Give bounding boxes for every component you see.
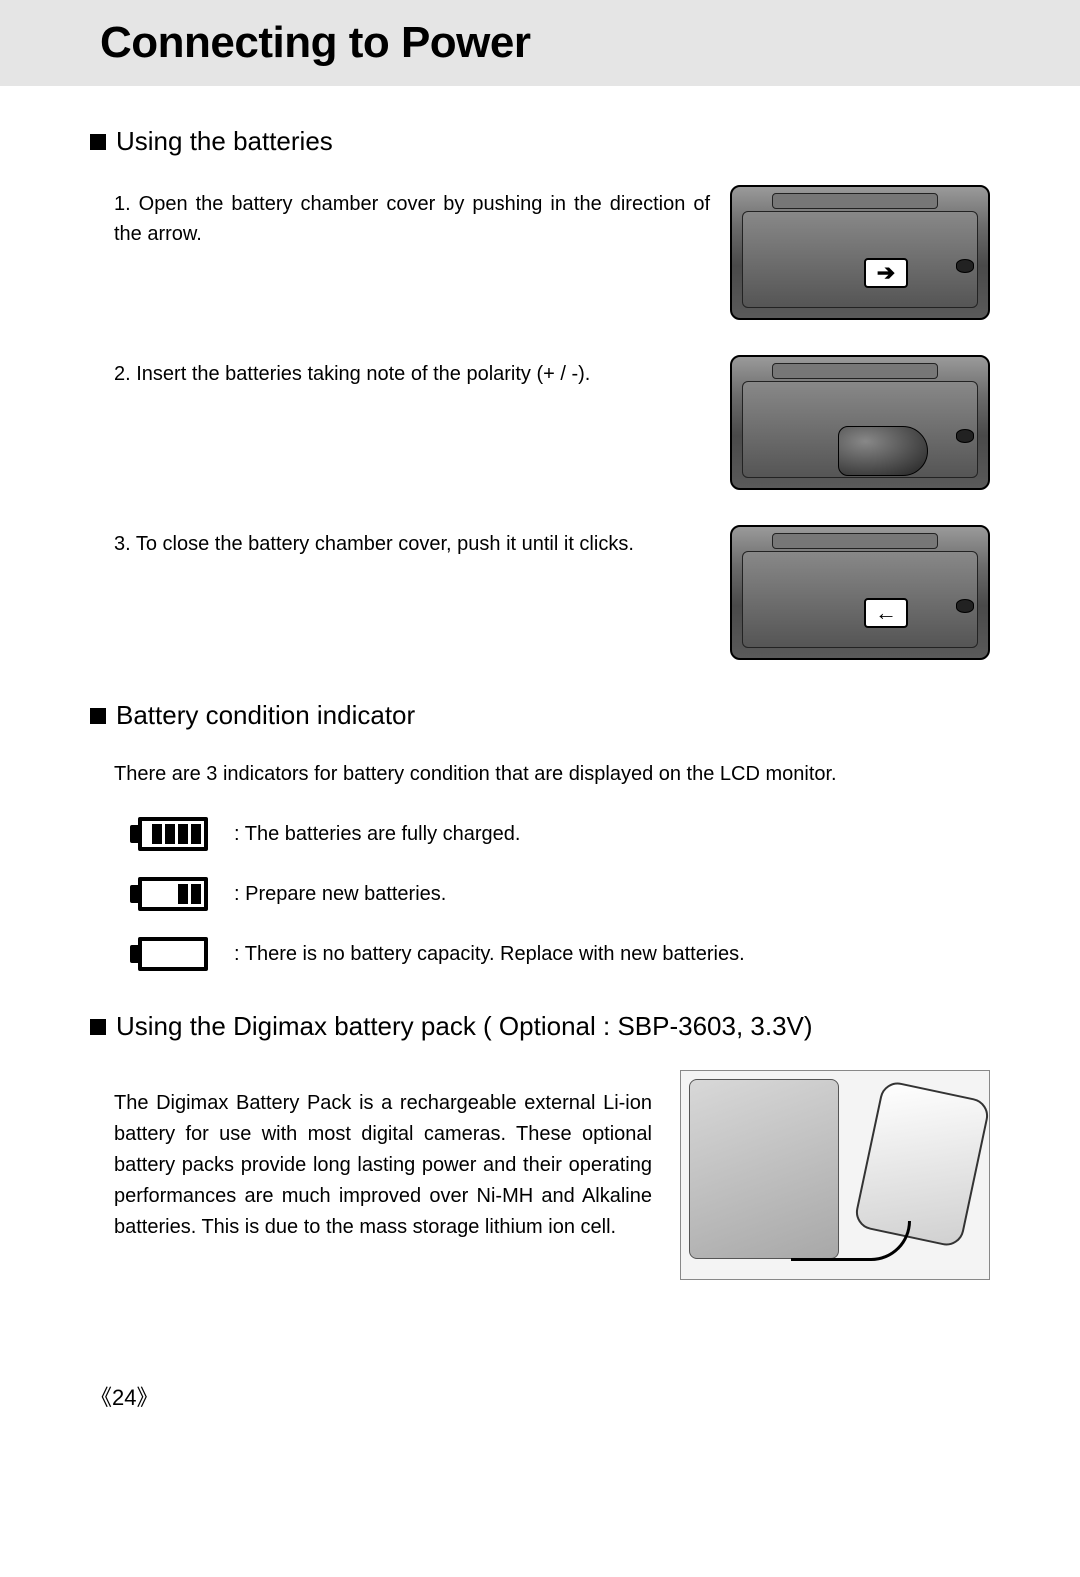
heading-text: Battery condition indicator bbox=[116, 700, 415, 731]
battery-cylinder-icon bbox=[838, 426, 928, 476]
section-heading-pack: Using the Digimax battery pack ( Optiona… bbox=[90, 1011, 990, 1042]
step-text: 3. To close the battery chamber cover, p… bbox=[90, 525, 710, 559]
page-header: Connecting to Power bbox=[0, 0, 1080, 86]
heading-text: Using the Digimax battery pack ( Optiona… bbox=[116, 1011, 813, 1042]
indicator-text: : The batteries are fully charged. bbox=[234, 823, 520, 846]
step-illustration-close: ← bbox=[730, 525, 990, 660]
indicator-row: : Prepare new batteries. bbox=[90, 877, 990, 911]
step-text: 1. Open the battery chamber cover by pus… bbox=[90, 185, 710, 249]
indicator-intro: There are 3 indicators for battery condi… bbox=[90, 759, 990, 789]
heading-text: Using the batteries bbox=[116, 126, 333, 157]
battery-full-icon bbox=[130, 817, 208, 851]
step-row: 3. To close the battery chamber cover, p… bbox=[90, 525, 990, 660]
arrow-left-icon: ← bbox=[864, 598, 908, 628]
section-heading-indicator: Battery condition indicator bbox=[90, 700, 990, 731]
bullet-icon bbox=[90, 1019, 106, 1035]
step-row: 1. Open the battery chamber cover by pus… bbox=[90, 185, 990, 335]
step-text: 2. Insert the batteries taking note of t… bbox=[90, 355, 710, 389]
pack-illustration bbox=[680, 1070, 990, 1280]
battery-empty-icon bbox=[130, 937, 208, 971]
step-illustration-open: ➔ bbox=[730, 185, 990, 320]
battery-low-icon bbox=[130, 877, 208, 911]
page-title: Connecting to Power bbox=[100, 18, 1080, 68]
section-pack: Using the Digimax battery pack ( Optiona… bbox=[90, 1011, 990, 1280]
bullet-icon bbox=[90, 134, 106, 150]
step-illustration-insert bbox=[730, 355, 990, 490]
indicator-text: : Prepare new batteries. bbox=[234, 883, 446, 906]
indicator-text: : There is no battery capacity. Replace … bbox=[234, 943, 745, 966]
pack-row: The Digimax Battery Pack is a rechargeab… bbox=[90, 1070, 990, 1280]
indicator-row: : The batteries are fully charged. bbox=[90, 817, 990, 851]
section-indicator: Battery condition indicator There are 3 … bbox=[90, 700, 990, 971]
section-heading-batteries: Using the batteries bbox=[90, 126, 990, 157]
pack-description: The Digimax Battery Pack is a rechargeab… bbox=[90, 1088, 652, 1243]
cable-icon bbox=[791, 1221, 911, 1261]
section-batteries: Using the batteries 1. Open the battery … bbox=[90, 126, 990, 660]
step-row: 2. Insert the batteries taking note of t… bbox=[90, 355, 990, 505]
page-number: 《24》 bbox=[0, 1320, 1080, 1412]
bullet-icon bbox=[90, 708, 106, 724]
page: Connecting to Power Using the batteries … bbox=[0, 0, 1080, 1452]
arrow-right-icon: ➔ bbox=[864, 258, 908, 288]
indicator-row: : There is no battery capacity. Replace … bbox=[90, 937, 990, 971]
content-area: Using the batteries 1. Open the battery … bbox=[0, 126, 1080, 1280]
